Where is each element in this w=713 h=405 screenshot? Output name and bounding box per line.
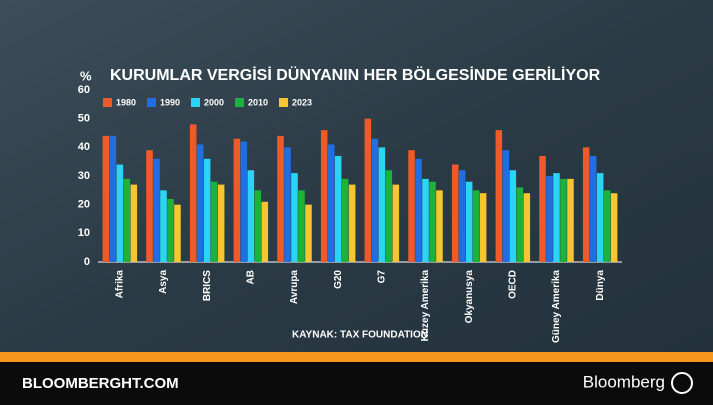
bar [567,179,574,262]
bar [466,182,473,262]
x-tick-label: Avrupa [289,270,300,305]
bar [459,170,466,262]
legend-swatch [235,98,244,107]
x-tick-label: BRICS [202,270,213,301]
bar [174,205,181,262]
bar [124,179,131,262]
bar [480,193,487,262]
bar [291,173,298,262]
bar [590,156,597,262]
y-axis-label: % [80,68,92,83]
bar [262,202,269,262]
x-tick-label: OECD [507,270,518,299]
bar [298,190,305,262]
bar [190,124,197,262]
bar [510,170,517,262]
bar [211,182,218,262]
bar [560,179,567,262]
bar [234,139,241,262]
x-tick-label: G20 [333,270,344,289]
bar [583,147,590,262]
y-tick-label: 10 [78,227,90,239]
bar [386,170,393,262]
bar [110,136,117,262]
bar [284,147,291,262]
legend-label: 2000 [204,97,224,107]
bar [503,150,510,262]
bar [539,156,546,262]
x-tick-label: Güney Amerika [551,270,562,343]
x-tick-label: Asya [158,270,169,294]
bar [160,190,167,262]
bar [553,173,560,262]
y-tick-label: 50 [78,113,90,125]
bar [597,173,604,262]
bar [408,150,415,262]
bar [365,119,372,262]
legend-swatch [279,98,288,107]
x-tick-label: Kuzey Amerika [420,270,431,342]
bar [393,185,400,262]
legend-swatch [147,98,156,107]
x-tick-label: G7 [376,270,387,284]
bar [473,190,480,262]
bar [241,142,248,262]
chart-title: KURUMLAR VERGİSİ DÜNYANIN HER BÖLGESİNDE… [110,65,601,84]
bar [372,139,379,262]
legend-swatch [191,98,200,107]
bar [342,179,349,262]
bar [204,159,211,262]
footer-brand: Bloomberg [583,372,665,391]
bar [604,190,611,262]
y-tick-label: 30 [78,170,90,182]
bar [611,193,618,262]
bar [335,156,342,262]
bar [415,159,422,262]
bar [436,190,443,262]
bar [328,144,335,262]
y-tick-label: 60 [78,84,90,96]
bar [321,130,328,262]
y-tick-label: 0 [84,256,90,268]
bar [379,147,386,262]
legend-swatch [103,98,112,107]
x-tick-label: Dünya [595,270,606,301]
bar [153,159,160,262]
bar [349,185,356,262]
legend-label: 1990 [160,97,180,107]
bar [452,165,459,262]
bar [496,130,503,262]
footer-site: BLOOMBERGHT.COM [22,375,179,392]
bar [255,190,262,262]
bar [248,170,255,262]
y-tick-label: 40 [78,141,90,153]
source: KAYNAK: TAX FOUNDATION [292,330,428,341]
bar [167,199,174,262]
bar [524,193,531,262]
y-tick-label: 20 [78,199,90,211]
chart: % KURUMLAR VERGİSİ DÜNYANIN HER BÖLGESİN… [0,0,713,405]
bar [131,185,138,262]
bar [117,165,124,262]
bar [305,205,312,262]
bar [422,179,429,262]
legend-label: 2023 [292,97,312,107]
bar [218,185,225,262]
bar [103,136,110,262]
bar [546,176,553,262]
x-tick-label: Okyanusya [464,270,475,324]
accent-band [0,352,713,362]
legend-label: 2010 [248,97,268,107]
bar [197,144,204,262]
x-tick-label: AB [245,270,256,284]
bar [146,150,153,262]
x-tick-label: Afrika [114,270,125,299]
bar [429,182,436,262]
legend-label: 1980 [116,97,136,107]
bar [517,187,524,262]
bar [277,136,284,262]
